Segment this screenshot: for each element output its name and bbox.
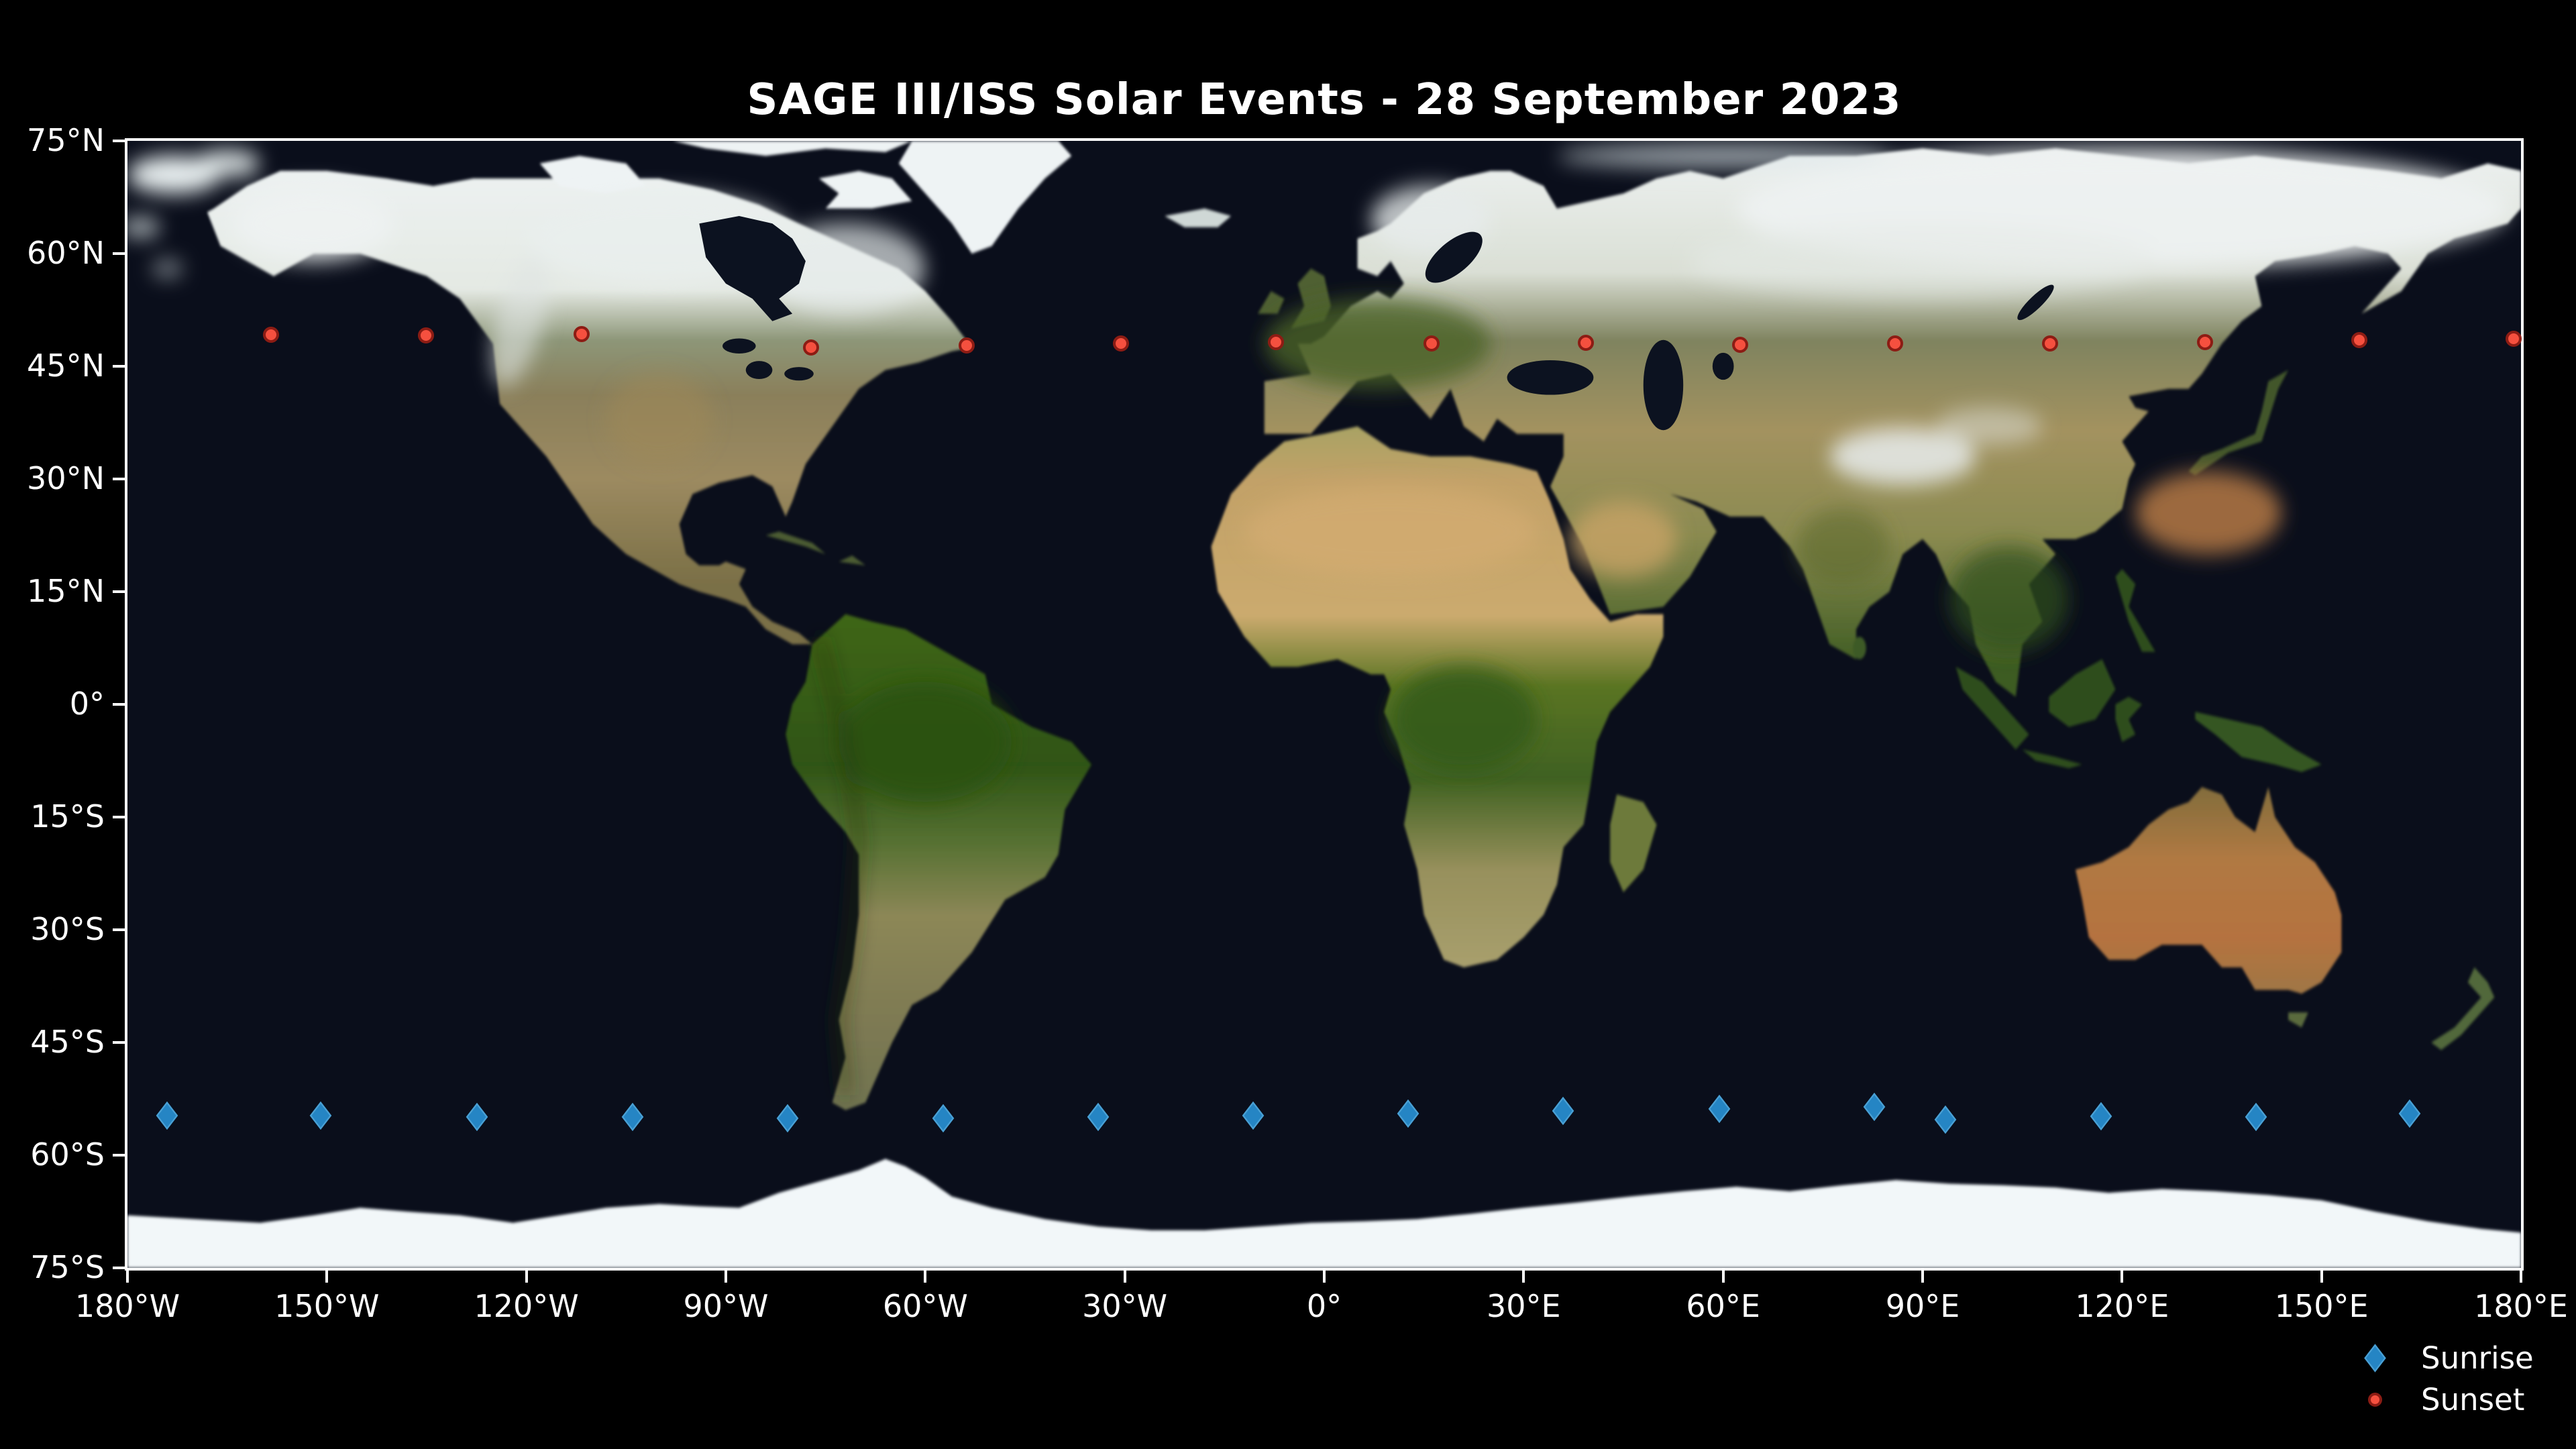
x-tick-mark — [724, 1268, 727, 1283]
y-tick-mark — [113, 703, 127, 706]
sunset-dot-icon — [2367, 1392, 2382, 1407]
sunrise-marker — [1863, 1093, 1885, 1122]
y-tick-mark — [113, 1154, 127, 1157]
world-map — [127, 141, 2521, 1268]
y-tick-mark — [113, 928, 127, 931]
x-tick-mark — [1522, 1268, 1525, 1283]
x-tick-mark — [924, 1268, 927, 1283]
sunrise-marker — [156, 1101, 178, 1130]
sunrise-marker — [1087, 1102, 1110, 1132]
sunrise-marker — [1397, 1099, 1419, 1128]
x-tick-mark — [1921, 1268, 1924, 1283]
x-tick-label: 150°W — [274, 1288, 380, 1324]
sunset-marker — [573, 325, 590, 342]
sunrise-marker — [310, 1101, 332, 1130]
y-tick-label: 30°S — [30, 910, 105, 947]
y-tick-label: 60°N — [27, 234, 105, 271]
y-tick-label: 75°N — [27, 121, 105, 158]
y-tick-label: 45°S — [30, 1023, 105, 1060]
sunset-marker — [2042, 335, 2059, 352]
x-tick-label: 180°E — [2474, 1288, 2568, 1324]
sunset-marker — [1577, 335, 1594, 352]
sunset-marker — [1267, 334, 1284, 351]
y-tick-label: 30°N — [27, 460, 105, 496]
legend-label-sunset: Sunset — [2421, 1381, 2525, 1417]
y-tick-label: 15°S — [30, 798, 105, 835]
x-tick-label: 120°E — [2075, 1288, 2169, 1324]
sunset-marker — [958, 337, 975, 354]
x-tick-label: 60°W — [882, 1288, 968, 1324]
sunrise-marker — [466, 1102, 488, 1132]
x-tick-mark — [525, 1268, 528, 1283]
legend-label-sunrise: Sunrise — [2421, 1340, 2534, 1376]
sunrise-marker — [1242, 1101, 1265, 1130]
x-tick-mark — [1323, 1268, 1326, 1283]
sunset-marker — [418, 327, 434, 344]
y-tick-label: 60°S — [30, 1136, 105, 1173]
y-tick-mark — [113, 365, 127, 368]
inland-water — [699, 216, 2054, 431]
sunrise-marker — [1934, 1106, 1956, 1134]
sunrise-marker — [932, 1104, 955, 1133]
page-title: SAGE III/ISS Solar Events - 28 September… — [747, 75, 1902, 125]
x-tick-mark — [1123, 1268, 1126, 1283]
sunrise-marker — [776, 1104, 799, 1133]
y-tick-mark — [113, 478, 127, 480]
sunset-marker — [1887, 335, 1904, 352]
x-tick-label: 30°E — [1487, 1288, 1561, 1324]
x-tick-label: 60°E — [1686, 1288, 1760, 1324]
x-tick-mark — [2121, 1268, 2124, 1283]
y-tick-mark — [113, 816, 127, 818]
y-tick-mark — [113, 590, 127, 593]
x-tick-mark — [1721, 1268, 1725, 1283]
x-tick-label: 90°E — [1885, 1288, 1960, 1324]
y-tick-mark — [113, 1267, 127, 1269]
y-tick-label: 45°N — [27, 347, 105, 384]
y-tick-mark — [113, 140, 127, 142]
sunset-marker — [1732, 336, 1749, 353]
sunrise-marker — [1552, 1096, 1574, 1126]
x-tick-mark — [2320, 1268, 2323, 1283]
sunset-marker — [2351, 331, 2368, 348]
sunrise-marker — [2090, 1102, 2112, 1130]
sunrise-marker — [2399, 1099, 2421, 1128]
sunrise-diamond-icon — [2363, 1343, 2386, 1373]
x-tick-label: 120°W — [474, 1288, 579, 1324]
x-tick-mark — [2520, 1268, 2522, 1283]
legend-row-sunset: Sunset — [2351, 1379, 2534, 1420]
x-tick-mark — [126, 1268, 129, 1283]
sunset-marker — [802, 339, 819, 356]
x-tick-mark — [325, 1268, 329, 1283]
y-tick-mark — [113, 252, 127, 255]
sunrise-marker — [2245, 1102, 2267, 1132]
sunrise-marker — [1708, 1094, 1730, 1123]
y-tick-label: 75°S — [30, 1248, 105, 1285]
sunset-marker — [2197, 334, 2214, 351]
sunset-marker — [2506, 330, 2522, 347]
sunset-marker — [263, 326, 280, 343]
x-tick-label: 30°W — [1082, 1288, 1168, 1324]
x-tick-label: 150°E — [2274, 1288, 2369, 1324]
y-tick-mark — [113, 1041, 127, 1044]
legend-row-sunrise: Sunrise — [2351, 1337, 2534, 1379]
x-tick-label: 180°W — [74, 1288, 180, 1324]
y-tick-label: 0° — [69, 685, 105, 722]
world-map-svg — [127, 141, 2521, 1268]
sunset-marker — [1423, 335, 1440, 352]
terrain-overlays — [127, 144, 2508, 1096]
x-tick-label: 90°W — [683, 1288, 769, 1324]
legend: Sunrise Sunset — [2351, 1337, 2534, 1420]
antarctica — [127, 1159, 2521, 1268]
sunset-marker — [1112, 335, 1129, 352]
y-tick-label: 15°N — [27, 572, 105, 609]
x-tick-label: 0° — [1306, 1288, 1342, 1324]
sunrise-marker — [621, 1102, 644, 1132]
